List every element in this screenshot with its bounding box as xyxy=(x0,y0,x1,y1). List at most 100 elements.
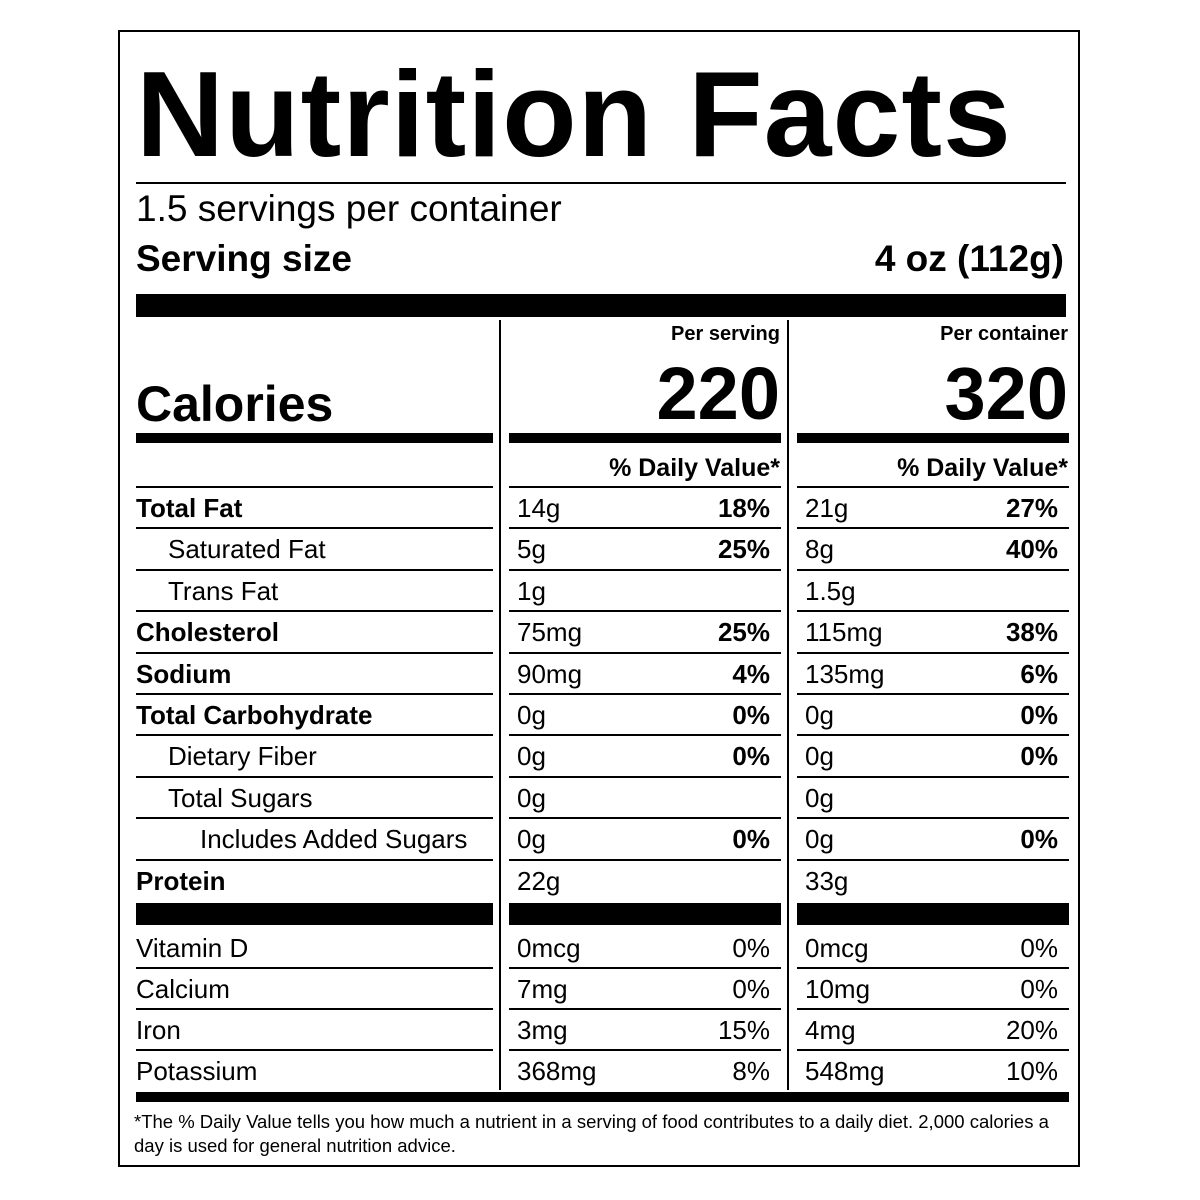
serving-amount: 7mg xyxy=(517,974,568,1004)
container-amount: 115mg xyxy=(805,617,883,648)
row-divider xyxy=(509,1008,781,1010)
nutrition-facts-label: Nutrition Facts 1.5 servings per contain… xyxy=(118,30,1080,1167)
container-amount: 1.5g xyxy=(805,575,856,606)
table-row: Includes Added Sugars 0g 0% 0g 0% xyxy=(120,819,1080,860)
table-row: Saturated Fat 5g 25% 8g 40% xyxy=(120,529,1080,570)
nutrient-name: Total Fat xyxy=(136,493,243,523)
row-divider xyxy=(797,967,1069,969)
nutrient-name: Total Carbohydrate xyxy=(136,700,373,730)
row-divider xyxy=(509,610,781,613)
calories-per-serving: 220 xyxy=(656,352,780,435)
container-amount: 0mcg xyxy=(805,933,869,963)
row-divider xyxy=(509,651,781,654)
serving-daily-value: 25% xyxy=(717,617,770,648)
nutrient-name: Saturated Fat xyxy=(168,534,326,565)
serving-amount: 90mg xyxy=(517,658,583,689)
calories-label: Calories xyxy=(136,376,334,432)
serving-amount: 0g xyxy=(517,700,546,730)
row-divider xyxy=(797,1049,1069,1051)
row-divider xyxy=(509,568,781,571)
container-daily-value: 6% xyxy=(1020,658,1058,689)
row-divider xyxy=(509,693,781,695)
serving-amount: 0g xyxy=(517,782,546,813)
vitamin-rule-serving xyxy=(509,903,781,925)
row-divider xyxy=(136,775,493,778)
serving-amount: 0mcg xyxy=(517,933,581,963)
calories-rule-serving xyxy=(509,433,781,443)
serving-amount: 3mg xyxy=(517,1015,568,1045)
row-divider xyxy=(136,568,493,571)
vitamin-rule-name xyxy=(136,903,493,925)
serving-amount: 368mg xyxy=(517,1056,597,1086)
row-divider xyxy=(136,1049,493,1051)
container-daily-value: 10% xyxy=(1005,1056,1058,1086)
table-row: Calcium 7mg 0% 10mg 0% xyxy=(120,969,1080,1010)
container-daily-value: 40% xyxy=(1005,534,1058,565)
serving-daily-value: 8% xyxy=(732,1056,770,1086)
row-divider xyxy=(797,651,1069,654)
daily-value-header-serving: % Daily Value* xyxy=(609,454,780,482)
serving-daily-value: 0% xyxy=(732,974,770,1004)
serving-daily-value: 18% xyxy=(717,493,770,523)
table-row: Cholesterol 75mg 25% 115mg 38% xyxy=(120,612,1080,653)
row-divider xyxy=(509,817,781,820)
container-amount: 0g xyxy=(805,700,834,730)
container-daily-value: 20% xyxy=(1005,1015,1058,1045)
serving-daily-value: 0% xyxy=(732,933,770,963)
container-daily-value: 0% xyxy=(1020,700,1058,730)
nutrient-name: Protein xyxy=(136,865,226,896)
table-row: Potassium 368mg 8% 548mg 10% xyxy=(120,1051,1080,1092)
container-daily-value: 0% xyxy=(1020,933,1058,963)
table-row: Sodium 90mg 4% 135mg 6% xyxy=(120,654,1080,695)
row-divider xyxy=(136,734,493,737)
container-amount: 21g xyxy=(805,493,849,523)
nutrient-name: Total Sugars xyxy=(168,782,313,813)
vitamin-name: Iron xyxy=(136,1015,181,1045)
column-divider-container xyxy=(787,320,789,1090)
serving-size-value: 4 oz (112g) xyxy=(874,238,1064,279)
row-divider xyxy=(797,817,1069,820)
serving-amount: 0g xyxy=(517,741,546,772)
container-daily-value: 27% xyxy=(1005,493,1058,523)
row-divider xyxy=(136,527,493,530)
serving-amount: 22g xyxy=(517,865,561,896)
container-amount: 8g xyxy=(805,534,834,565)
nutrient-name: Dietary Fiber xyxy=(168,741,317,772)
serving-daily-value: 25% xyxy=(717,534,770,565)
row-divider xyxy=(509,775,781,778)
table-row: Total Carbohydrate 0g 0% 0g 0% xyxy=(120,695,1080,736)
table-row: Protein 22g 33g xyxy=(120,861,1080,902)
row-divider xyxy=(797,693,1069,695)
container-daily-value: 0% xyxy=(1020,741,1058,772)
table-row: Iron 3mg 15% 4mg 20% xyxy=(120,1010,1080,1051)
per-serving-header: Per serving xyxy=(671,323,780,345)
serving-divider-thick xyxy=(136,294,1066,317)
daily-value-header-container: % Daily Value* xyxy=(897,454,1068,482)
row-divider xyxy=(797,734,1069,737)
column-divider-serving xyxy=(499,320,501,1090)
container-amount: 0g xyxy=(805,741,834,772)
row-divider xyxy=(509,858,781,861)
row-divider xyxy=(797,775,1069,778)
serving-daily-value: 0% xyxy=(732,700,770,730)
serving-amount: 14g xyxy=(517,493,561,523)
row-divider xyxy=(797,858,1069,861)
calories-rule-name xyxy=(136,433,493,443)
container-amount: 4mg xyxy=(805,1015,856,1045)
row-divider xyxy=(136,610,493,613)
nutrient-name: Trans Fat xyxy=(168,575,279,606)
row-divider xyxy=(136,651,493,654)
serving-amount: 5g xyxy=(517,534,546,565)
container-amount: 135mg xyxy=(805,658,885,689)
table-row: Vitamin D 0mcg 0% 0mcg 0% xyxy=(120,928,1080,969)
row-divider xyxy=(797,527,1069,530)
table-row: Total Sugars 0g 0g xyxy=(120,778,1080,819)
row-divider xyxy=(509,527,781,530)
calories-rule-container xyxy=(797,433,1069,443)
serving-daily-value: 0% xyxy=(732,824,770,855)
vitamin-name: Potassium xyxy=(136,1056,258,1086)
nutrient-name: Cholesterol xyxy=(136,617,280,648)
serving-daily-value: 0% xyxy=(732,741,770,772)
container-amount: 33g xyxy=(805,865,849,896)
container-amount: 10mg xyxy=(805,974,871,1004)
